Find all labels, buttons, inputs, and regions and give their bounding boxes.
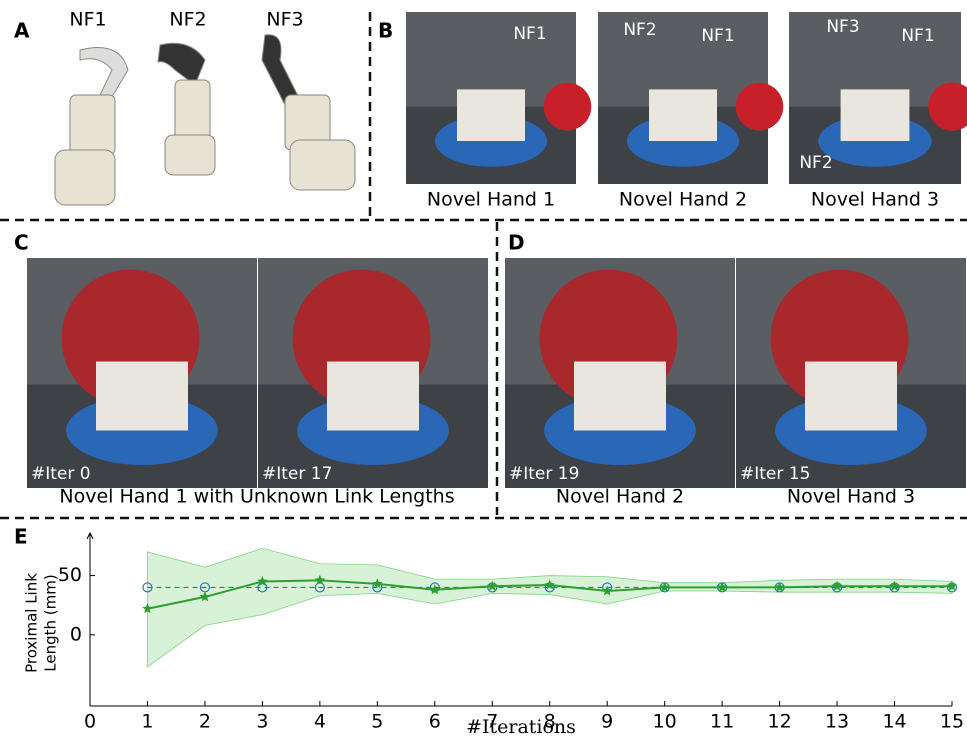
label: #Iter 0 <box>31 464 91 484</box>
label: #Iter 17 <box>262 464 332 484</box>
label: #Iter 19 <box>509 464 579 484</box>
y-axis-label: Proximal Link <box>23 573 41 673</box>
label: Novel Hand 1 <box>427 189 555 211</box>
hand-body <box>841 89 910 141</box>
label: NF1 <box>69 9 106 31</box>
label: NF3 <box>266 9 303 31</box>
y-tick-label: 50 <box>58 564 82 586</box>
hand-body <box>457 89 525 141</box>
x-tick-label: 1 <box>141 711 153 733</box>
x-tick-label: 10 <box>653 711 677 733</box>
confidence-band <box>147 548 952 667</box>
x-tick-label: 0 <box>84 711 96 733</box>
x-tick-label: 5 <box>371 711 383 733</box>
y-tick-label: 0 <box>70 623 82 645</box>
label: B <box>378 19 393 43</box>
x-tick-label: 12 <box>768 711 792 733</box>
apple <box>736 83 784 131</box>
label: NF2 <box>169 9 206 31</box>
figure: A B C D E NF1 NF2 NF3 NF1 Novel Hand 1 NF2 NF1 Novel… <box>0 0 967 736</box>
label: NF1 <box>513 24 546 44</box>
hand-body <box>805 362 897 431</box>
label: NF2 <box>799 153 832 173</box>
label: #Iter 15 <box>740 464 810 484</box>
label: Novel Hand 3 <box>811 189 939 211</box>
label: Novel Hand 2 <box>619 189 747 211</box>
label: NF2 <box>623 20 656 40</box>
label: Novel Hand 2 <box>556 486 684 508</box>
x-tick-label: 15 <box>940 711 964 733</box>
x-tick-label: 13 <box>825 711 849 733</box>
label: NF3 <box>826 17 859 37</box>
x-tick-label: 9 <box>601 711 613 733</box>
x-tick-label: 2 <box>199 711 211 733</box>
hand-body <box>574 362 666 431</box>
label: Novel Hand 1 with Unknown Link Lengths <box>59 486 454 508</box>
label: NF1 <box>701 26 734 46</box>
x-tick-label: 11 <box>710 711 734 733</box>
x-tick-label: 6 <box>429 711 441 733</box>
x-tick-label: 3 <box>256 711 268 733</box>
hand-body <box>649 89 717 141</box>
apple <box>544 83 592 131</box>
hand-body <box>327 362 419 431</box>
y-axis-label: Length (mm) <box>42 574 60 671</box>
hand-body <box>96 362 188 431</box>
x-tick-label: 4 <box>314 711 326 733</box>
x-axis-label: #Iterations <box>466 716 576 736</box>
label: C <box>14 231 29 255</box>
finger-photos <box>55 35 355 205</box>
label: Novel Hand 3 <box>787 486 915 508</box>
label: D <box>508 231 525 255</box>
label: E <box>14 525 28 549</box>
x-tick-label: 14 <box>882 711 906 733</box>
label: A <box>14 19 30 43</box>
label: NF1 <box>901 26 934 46</box>
